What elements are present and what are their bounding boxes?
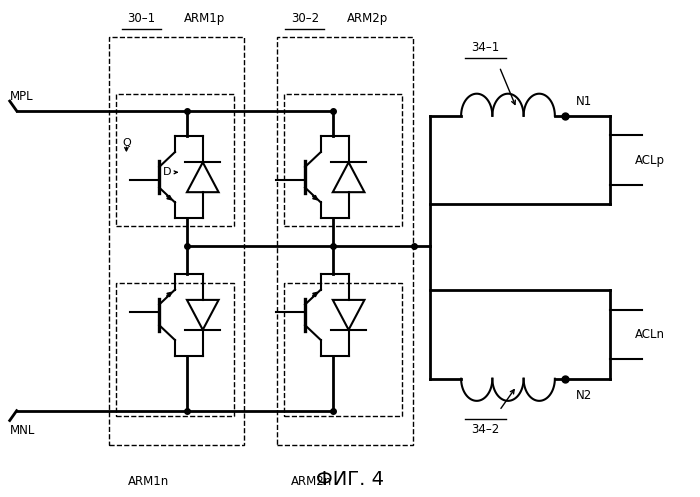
Text: ARM1n: ARM1n bbox=[128, 475, 169, 488]
Text: D: D bbox=[163, 167, 172, 177]
Text: N2: N2 bbox=[575, 389, 592, 402]
Text: ACLp: ACLp bbox=[635, 154, 665, 166]
Bar bbox=[277, 37, 412, 445]
Text: ARM2p: ARM2p bbox=[346, 12, 388, 25]
Text: Q: Q bbox=[122, 138, 131, 148]
Text: MNL: MNL bbox=[10, 424, 35, 437]
Bar bbox=[116, 94, 234, 227]
Bar bbox=[284, 283, 402, 415]
Text: ACLn: ACLn bbox=[635, 328, 665, 341]
Text: 30–1: 30–1 bbox=[127, 12, 155, 25]
Text: ФИГ. 4: ФИГ. 4 bbox=[316, 470, 384, 490]
Text: N1: N1 bbox=[575, 95, 592, 108]
Text: ARM2n: ARM2n bbox=[291, 475, 332, 488]
Text: 34–1: 34–1 bbox=[471, 41, 500, 54]
Bar bbox=[116, 283, 234, 415]
Bar bbox=[109, 37, 244, 445]
Text: ARM1p: ARM1p bbox=[183, 12, 225, 25]
Text: 34–2: 34–2 bbox=[471, 423, 500, 436]
Text: 30–2: 30–2 bbox=[290, 12, 319, 25]
Text: MPL: MPL bbox=[10, 89, 34, 103]
Bar bbox=[284, 94, 402, 227]
